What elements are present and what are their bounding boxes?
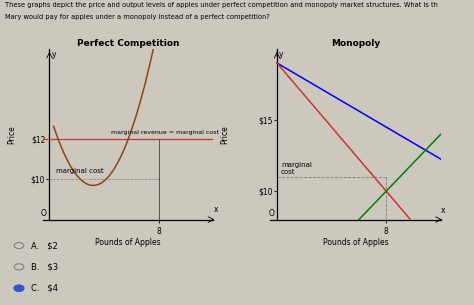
Text: Price: Price [8, 125, 16, 144]
Text: marginal revenue = marginal cost: marginal revenue = marginal cost [111, 130, 219, 135]
Text: y: y [279, 50, 283, 59]
Text: O: O [41, 209, 47, 217]
Text: y: y [52, 50, 56, 59]
Text: B.   $3: B. $3 [31, 262, 58, 271]
Text: Price: Price [221, 125, 229, 144]
X-axis label: Pounds of Apples: Pounds of Apples [95, 238, 161, 247]
Text: x: x [441, 206, 445, 215]
Text: marginal
cost: marginal cost [281, 162, 312, 175]
Text: A.   $2: A. $2 [31, 241, 57, 250]
Text: Mary would pay for apples under a monopoly instead of a perfect competition?: Mary would pay for apples under a monopo… [5, 14, 270, 20]
X-axis label: Pounds of Apples: Pounds of Apples [323, 238, 388, 247]
Text: x: x [213, 205, 218, 213]
Text: O: O [269, 209, 274, 218]
Title: Perfect Competition: Perfect Competition [77, 39, 179, 48]
Text: marginal cost: marginal cost [56, 168, 104, 174]
Title: Monopoly: Monopoly [331, 39, 380, 48]
Text: C.   $4: C. $4 [31, 284, 58, 293]
Text: These graphs depict the price and output levels of apples under perfect competit: These graphs depict the price and output… [5, 2, 438, 8]
